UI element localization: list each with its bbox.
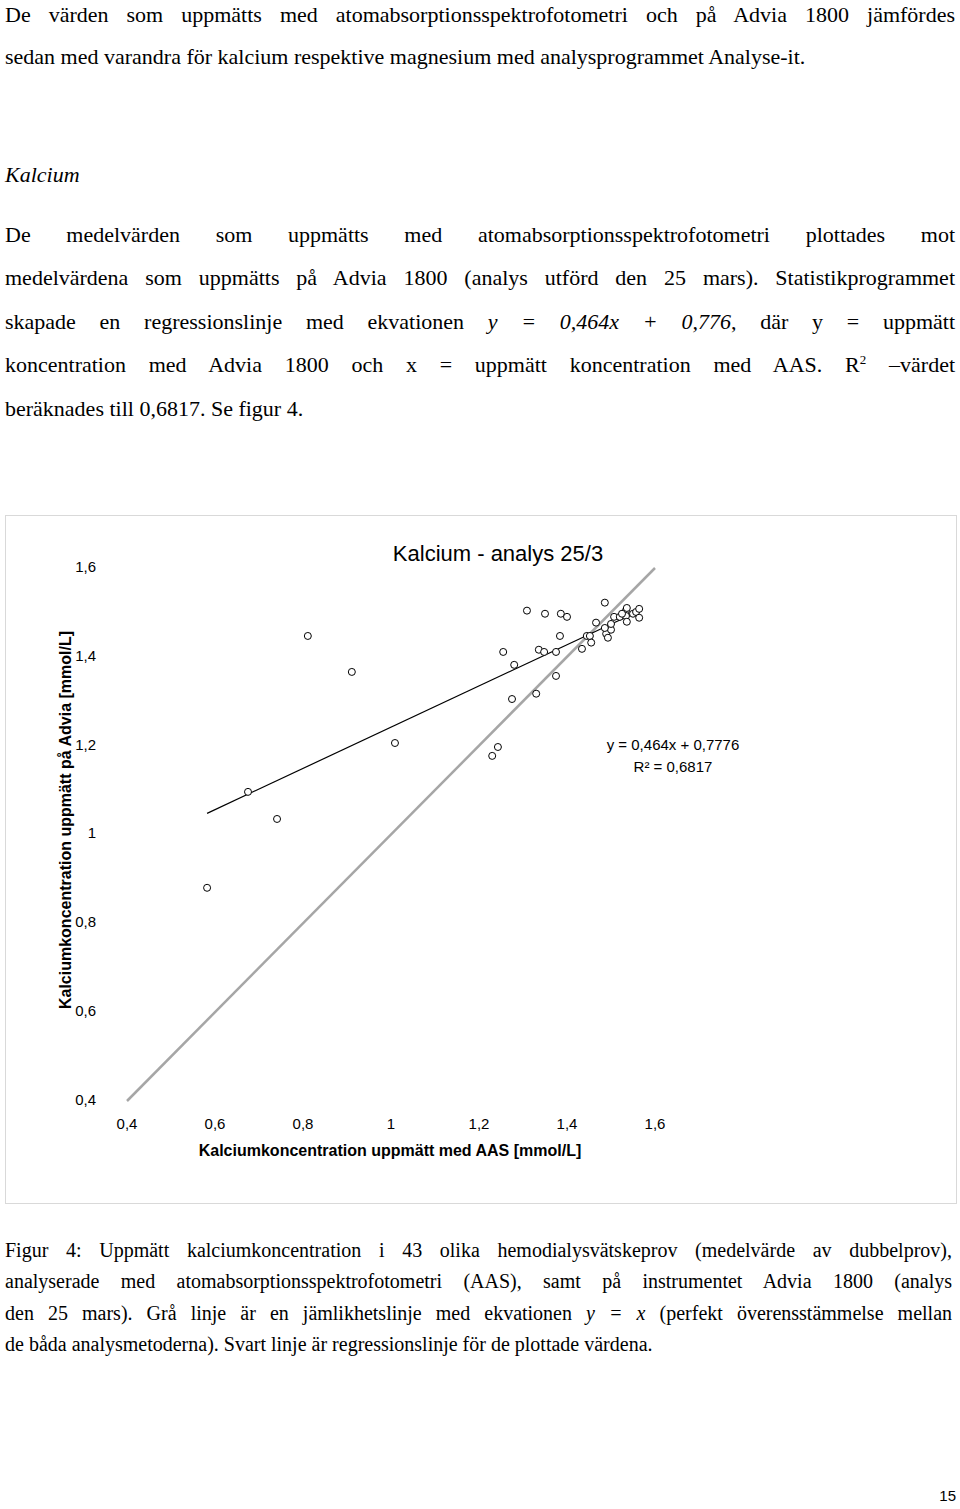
x-tick-label: 1,4 bbox=[557, 1115, 578, 1132]
data-point bbox=[500, 648, 507, 655]
y-tick-label: 1,6 bbox=[75, 558, 96, 575]
body-line: beräknades till 0,6817. Se figur 4. bbox=[5, 395, 955, 423]
text-span: den 25 mars). Grå linje är en jämlikhets… bbox=[5, 1302, 586, 1324]
caption-line: analyserade med atomabsorptionsspektrofo… bbox=[5, 1268, 952, 1294]
y-tick-label: 0,8 bbox=[75, 913, 96, 930]
data-point bbox=[523, 607, 530, 614]
data-point bbox=[623, 604, 630, 611]
section-heading: Kalcium bbox=[5, 161, 955, 189]
plot-area bbox=[127, 568, 655, 1101]
caption-line: de båda analysmetoderna). Svart linje är… bbox=[5, 1331, 952, 1357]
text-span: beräknades till 0,6817. Se figur 4. bbox=[5, 396, 303, 421]
data-point bbox=[391, 740, 398, 747]
y-tick-label: 0,6 bbox=[75, 1002, 96, 1019]
data-point bbox=[556, 632, 563, 639]
data-point bbox=[586, 632, 593, 639]
r-squared: R² = 0,6817 bbox=[634, 758, 713, 775]
text-span: Figur 4: Uppmätt kalciumkoncentration i … bbox=[5, 1239, 952, 1261]
text-span: –värdet bbox=[866, 352, 955, 377]
y-tick-label: 1,4 bbox=[75, 647, 96, 664]
data-point bbox=[304, 632, 311, 639]
data-point bbox=[636, 614, 643, 621]
regression-line bbox=[207, 611, 639, 813]
data-point bbox=[509, 696, 516, 703]
math-text: y = x bbox=[586, 1302, 645, 1324]
chart-frame bbox=[6, 516, 957, 1204]
data-point bbox=[274, 815, 281, 822]
data-point bbox=[542, 610, 549, 617]
data-point bbox=[245, 788, 252, 795]
data-point bbox=[348, 668, 355, 675]
x-tick-label: 1 bbox=[387, 1115, 395, 1132]
data-point bbox=[601, 599, 608, 606]
x-tick-label: 1,2 bbox=[469, 1115, 490, 1132]
data-point bbox=[578, 645, 585, 652]
data-point bbox=[494, 743, 501, 750]
data-point bbox=[553, 672, 560, 679]
body-line: medelvärdena som uppmätts på Advia 1800 … bbox=[5, 264, 955, 292]
chart-svg: Kalcium - analys 25/3 0,4 0,6 0,8 1 1,2 1,4 1,6… bbox=[0, 0, 960, 1509]
data-point bbox=[511, 661, 518, 668]
data-point bbox=[564, 613, 571, 620]
data-point bbox=[636, 605, 643, 612]
data-point bbox=[623, 618, 630, 625]
text-span: De medelvärden som uppmätts med atomabso… bbox=[5, 222, 955, 247]
text-span: skapade en regressionslinje med ekvation… bbox=[5, 309, 488, 334]
body-line: koncentration med Advia 1800 och x = upp… bbox=[5, 351, 955, 379]
data-point bbox=[204, 884, 211, 891]
data-point bbox=[541, 648, 548, 655]
text-span: (perfekt överensstämmelse mellan bbox=[645, 1302, 952, 1324]
data-point bbox=[608, 620, 615, 627]
text-span: , där y = uppmätt bbox=[731, 309, 955, 334]
x-tick-label: 0,6 bbox=[205, 1115, 226, 1132]
regression-equation: y = 0,464x + 0,7776 bbox=[607, 736, 740, 753]
data-point bbox=[489, 752, 496, 759]
text-span: 2 bbox=[860, 352, 867, 367]
body-line: skapade en regressionslinje med ekvation… bbox=[5, 308, 955, 336]
point-layer bbox=[204, 599, 643, 891]
data-point bbox=[601, 624, 608, 631]
y-tick-label: 0,4 bbox=[75, 1091, 96, 1108]
text-span: medelvärdena som uppmätts på Advia 1800 … bbox=[5, 265, 955, 290]
text-span: De värden som uppmätts med atomabsorptio… bbox=[5, 2, 955, 27]
x-axis-label: Kalciumkoncentration uppmätt med AAS [mm… bbox=[199, 1142, 582, 1159]
chart-title: Kalcium - analys 25/3 bbox=[393, 541, 603, 566]
math-text: y = 0,464x + 0,776 bbox=[488, 309, 731, 334]
caption-line: Figur 4: Uppmätt kalciumkoncentration i … bbox=[5, 1237, 952, 1263]
y-tick-label: 1 bbox=[88, 824, 96, 841]
data-point bbox=[593, 619, 600, 626]
intro-line: De värden som uppmätts med atomabsorptio… bbox=[5, 1, 955, 29]
y-axis-label: Kalciumkoncentration uppmätt på Advia [m… bbox=[57, 631, 74, 1009]
data-point bbox=[553, 648, 560, 655]
y-tick-label: 1,2 bbox=[75, 736, 96, 753]
body-line: De medelvärden som uppmätts med atomabso… bbox=[5, 221, 955, 249]
data-point bbox=[533, 690, 540, 697]
data-point bbox=[619, 610, 626, 617]
text-span: sedan med varandra för kalcium respektiv… bbox=[5, 44, 805, 69]
data-point bbox=[588, 639, 595, 646]
line-layer bbox=[127, 568, 655, 1101]
text-span: analyserade med atomabsorptionsspektrofo… bbox=[5, 1270, 952, 1292]
x-tick-label: 0,4 bbox=[117, 1115, 138, 1132]
identity-line bbox=[127, 568, 655, 1101]
page-number: 15 bbox=[939, 1487, 956, 1504]
text-span: koncentration med Advia 1800 och x = upp… bbox=[5, 352, 860, 377]
text-span: de båda analysmetoderna). Svart linje är… bbox=[5, 1333, 653, 1355]
caption-line: den 25 mars). Grå linje är en jämlikhets… bbox=[5, 1300, 952, 1326]
x-tick-label: 0,8 bbox=[293, 1115, 314, 1132]
x-tick-label: 1,6 bbox=[645, 1115, 666, 1132]
intro-line: sedan med varandra för kalcium respektiv… bbox=[5, 43, 955, 71]
data-point bbox=[604, 634, 611, 641]
